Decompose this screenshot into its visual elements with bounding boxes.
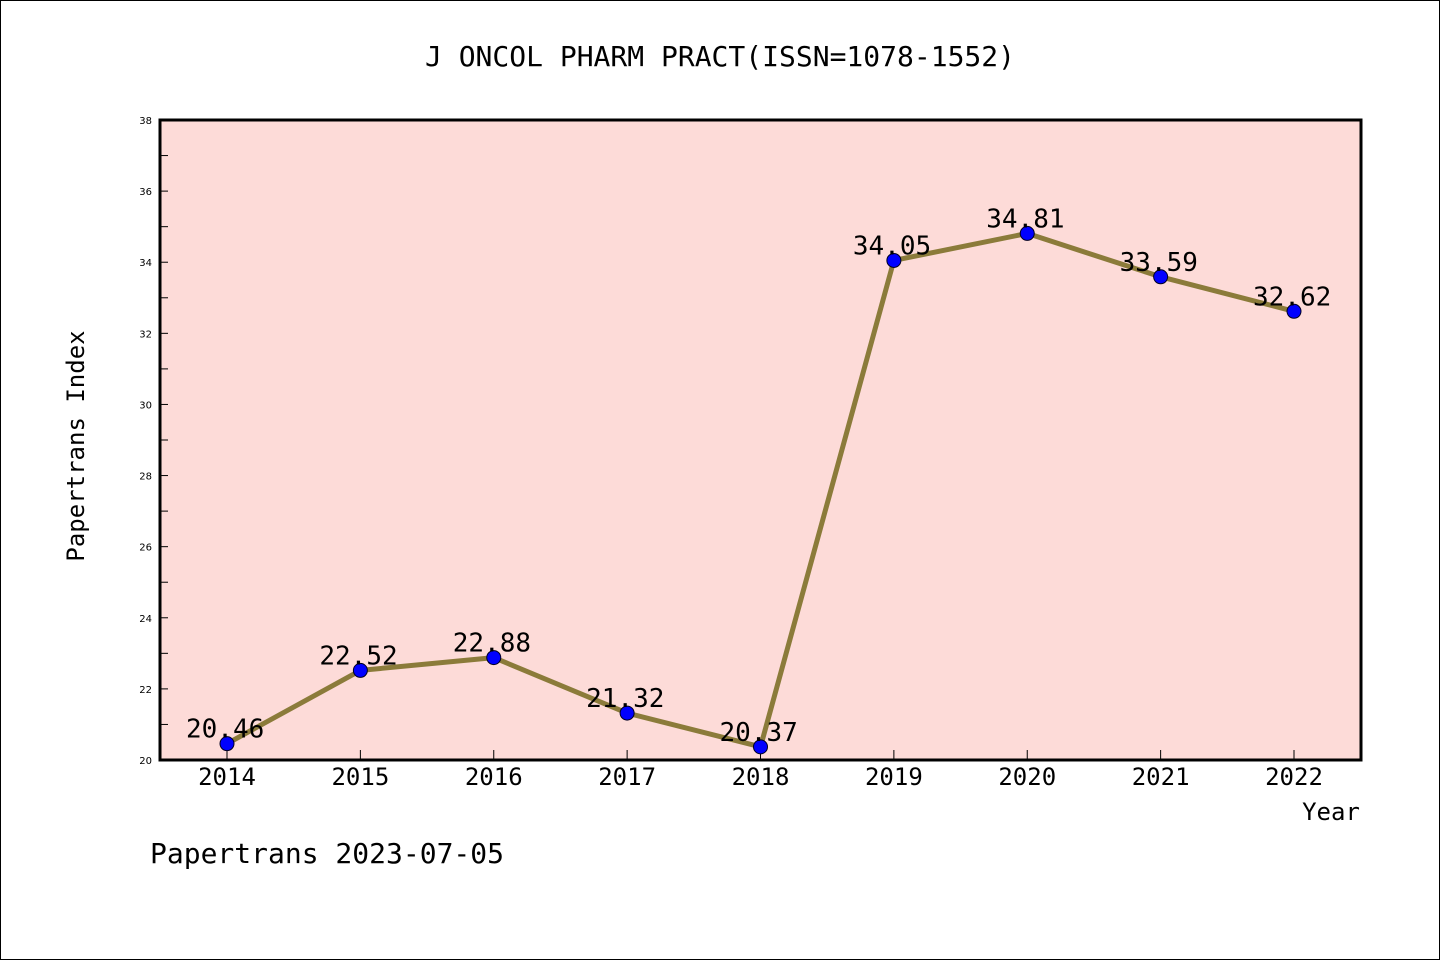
data-point [1019,225,1035,241]
data-markers [219,225,1302,755]
data-label: 34.05 [853,231,931,261]
data-point [1286,303,1302,319]
data-label: 22.88 [453,629,531,659]
y-tick-label: 22 [139,685,152,696]
data-point [886,252,902,268]
y-tick-label: 32 [139,329,152,340]
plot-area [160,120,1361,760]
y-tick-label: 30 [139,400,152,411]
data-point [1153,269,1169,285]
y-tick-label: 28 [139,472,152,483]
x-tick-label: 2017 [598,763,656,791]
y-tick-label: 38 [139,116,152,127]
y-tick-label: 34 [139,258,152,269]
x-tick-label: 2021 [1132,763,1190,791]
y-tick-label: 20 [139,756,152,767]
data-point [219,736,235,752]
data-point [486,650,502,666]
data-label: 33.59 [1120,248,1198,278]
data-label: 20.37 [720,718,798,748]
y-tick-label: 24 [139,614,152,625]
x-tick-label: 2016 [465,763,523,791]
data-point [753,739,768,755]
x-tick-label: 2020 [998,763,1056,791]
plot-border [158,118,1363,762]
x-tick-label: 2018 [732,763,790,791]
data-label: 22.52 [319,641,397,671]
data-label: 21.32 [586,684,664,714]
data-point [352,662,368,678]
x-tick-label: 2019 [865,763,923,791]
x-tick-label: 2015 [331,763,389,791]
footer-text: Papertrans 2023-07-05 [150,837,504,870]
data-point [619,705,635,721]
y-axis-label: Papertrans Index [62,330,90,561]
x-axis-ticks: 2014 2015 2016 2017 2018 2019 2020 2021 2022 [198,750,1323,791]
data-label: 20.46 [186,715,264,745]
y-tick-label: 36 [139,187,152,198]
x-axis-label: Year [1302,798,1360,826]
x-tick-label: 2014 [198,763,256,791]
data-label: 34.81 [986,204,1064,234]
data-label: 32.62 [1253,282,1331,312]
y-tick-label: 26 [139,543,152,554]
data-labels: 20.46 22.52 22.88 21.32 20.37 34.05 34.81 33.59… [186,204,1331,747]
x-tick-label: 2022 [1265,763,1323,791]
chart-title: J ONCOL PHARM PRACT(ISSN=1078-1552) [425,40,1015,73]
